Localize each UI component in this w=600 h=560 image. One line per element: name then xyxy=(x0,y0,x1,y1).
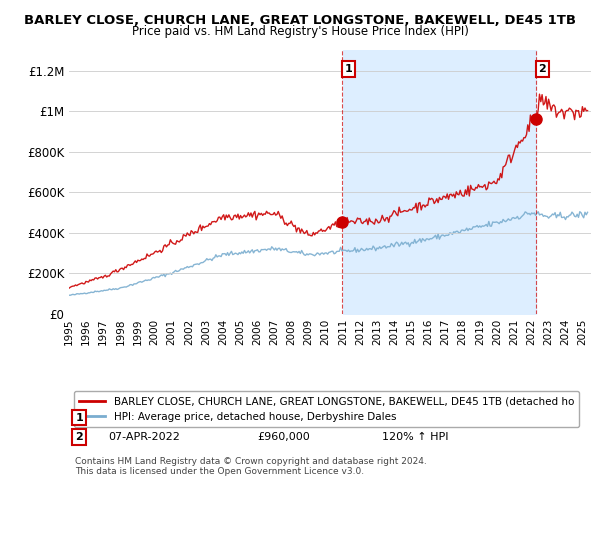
Text: 1: 1 xyxy=(345,64,353,74)
Text: £960,000: £960,000 xyxy=(257,432,310,442)
Text: 2: 2 xyxy=(538,64,546,74)
Text: 1: 1 xyxy=(75,413,83,423)
Text: Contains HM Land Registry data © Crown copyright and database right 2024.
This d: Contains HM Land Registry data © Crown c… xyxy=(75,457,427,477)
Text: Price paid vs. HM Land Registry's House Price Index (HPI): Price paid vs. HM Land Registry's House … xyxy=(131,25,469,38)
Text: £450,000: £450,000 xyxy=(257,413,310,423)
Legend: BARLEY CLOSE, CHURCH LANE, GREAT LONGSTONE, BAKEWELL, DE45 1TB (detached ho, HPI: BARLEY CLOSE, CHURCH LANE, GREAT LONGSTO… xyxy=(74,391,580,427)
Text: 2: 2 xyxy=(75,432,83,442)
Text: 07-APR-2022: 07-APR-2022 xyxy=(108,432,180,442)
Text: BARLEY CLOSE, CHURCH LANE, GREAT LONGSTONE, BAKEWELL, DE45 1TB: BARLEY CLOSE, CHURCH LANE, GREAT LONGSTO… xyxy=(24,14,576,27)
Text: 120% ↑ HPI: 120% ↑ HPI xyxy=(382,432,449,442)
Text: 22-DEC-2010: 22-DEC-2010 xyxy=(108,413,182,423)
Text: 54% ↑ HPI: 54% ↑ HPI xyxy=(382,413,442,423)
